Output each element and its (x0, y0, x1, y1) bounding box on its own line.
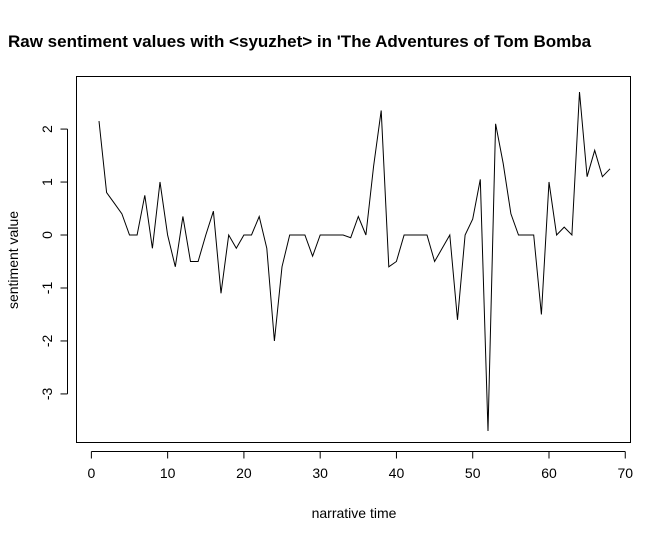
x-axis: 0 10 20 30 40 50 60 70 (87, 451, 633, 481)
x-tick-label: 50 (465, 465, 481, 481)
x-tick-label: 30 (312, 465, 328, 481)
y-tick-label: -1 (39, 282, 55, 295)
x-tick-label: 40 (389, 465, 405, 481)
y-tick-label: -2 (39, 335, 55, 348)
series-line (98, 91, 611, 432)
y-axis: -3 -2 -1 0 1 2 (39, 125, 68, 400)
y-tick-label: 2 (39, 125, 55, 133)
x-tick-label: 60 (541, 465, 557, 481)
y-axis-label: sentiment value (5, 211, 21, 309)
chart-title: Raw sentiment values with <syuzhet> in '… (8, 32, 592, 51)
x-tick-label: 70 (617, 465, 633, 481)
x-tick-label: 0 (87, 465, 95, 481)
x-axis-label: narrative time (312, 505, 397, 521)
y-tick-label: 1 (39, 178, 55, 186)
y-tick-label: 0 (39, 231, 55, 239)
series-layer (98, 91, 611, 432)
y-tick-label: -3 (39, 387, 55, 400)
x-tick-label: 10 (160, 465, 176, 481)
x-tick-label: 20 (236, 465, 252, 481)
plot-frame (76, 76, 631, 443)
